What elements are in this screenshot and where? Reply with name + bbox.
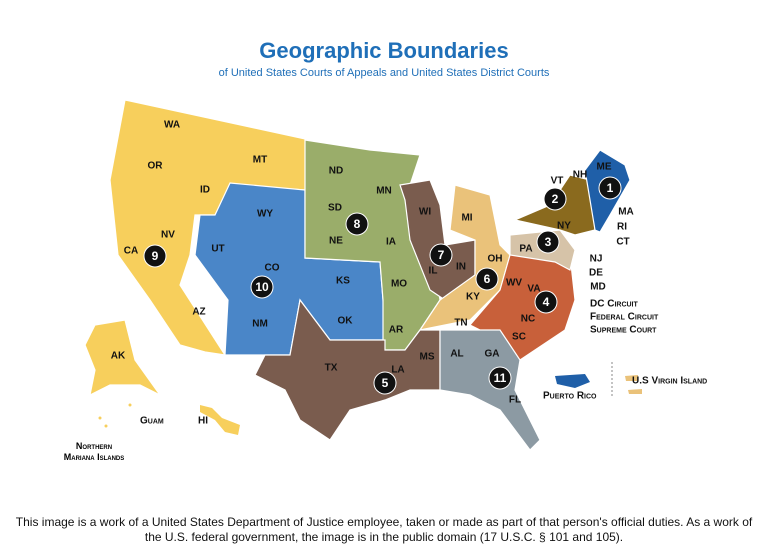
circuit-11-region — [439, 329, 541, 451]
state-labels: WA OR CA NV ID MT AZ AK HI WY UT CO NM KS OK ND SD NE MN IA… — [111, 120, 634, 427]
state-label: IL — [429, 266, 438, 277]
federal-circuit-label: Federal Circuit — [590, 312, 659, 323]
circuit-number: 1 — [607, 181, 614, 195]
state-label: TN — [454, 318, 467, 329]
state-label: NH — [573, 170, 587, 181]
state-label: LA — [391, 365, 404, 376]
circuit-marker — [373, 371, 397, 395]
state-label: WI — [419, 207, 431, 218]
state-label: HI — [198, 416, 208, 427]
state-label: ME — [597, 162, 612, 173]
side-labels: DC Circuit Federal Circuit Supreme Court… — [140, 299, 707, 427]
virgin-islands — [625, 375, 638, 381]
state-label: AL — [450, 349, 463, 360]
circuit-number: 7 — [438, 248, 445, 262]
state-label: RI — [617, 222, 627, 233]
state-label: VT — [551, 176, 564, 187]
state-label: IN — [456, 262, 466, 273]
alaska — [84, 319, 161, 397]
puerto-rico-label: Puerto Rico — [543, 391, 597, 402]
state-label: WA — [164, 120, 180, 131]
state-label: AZ — [192, 307, 205, 318]
state-label: CT — [616, 237, 629, 248]
state-label: TX — [325, 363, 338, 374]
state-label: OK — [338, 316, 354, 327]
state-label: OH — [488, 254, 503, 265]
circuit-5-region — [254, 298, 441, 441]
virgin-islands-label: U.S Virgin Island — [632, 376, 707, 387]
state-label: NE — [329, 236, 343, 247]
state-label: NM — [252, 319, 268, 330]
state-label: NY — [557, 221, 571, 232]
title: Geographic Boundaries — [259, 38, 509, 63]
state-label: AK — [111, 351, 126, 362]
state-label: ID — [200, 185, 210, 196]
state-label: MO — [391, 279, 407, 290]
circuit-marker — [250, 275, 274, 299]
state-label: IA — [386, 237, 396, 248]
circuit-marker — [534, 290, 558, 314]
state-label: KY — [466, 292, 480, 303]
hawaii — [200, 405, 240, 435]
virgin-islands — [628, 389, 642, 394]
state-label: MD — [590, 282, 606, 293]
state-label: NJ — [590, 254, 603, 265]
state-label: NC — [521, 314, 535, 325]
state-label: UT — [211, 244, 224, 255]
guam — [98, 416, 102, 420]
circuit-number: 6 — [484, 272, 491, 286]
supreme-court-label: Supreme Court — [590, 325, 657, 336]
state-label: CO — [265, 263, 280, 274]
state-label: SC — [512, 332, 526, 343]
state-label: MT — [253, 155, 267, 166]
circuit-number: 8 — [354, 217, 361, 231]
state-label: WY — [257, 209, 273, 220]
state-label: MI — [461, 213, 472, 224]
circuit-marker — [143, 244, 167, 268]
circuit-number: 3 — [545, 235, 552, 249]
circuit-number: 9 — [152, 249, 159, 263]
circuit-number: 2 — [552, 192, 559, 206]
circuit-marker — [598, 176, 622, 200]
circuit-marker — [536, 230, 560, 254]
state-label: SD — [328, 203, 342, 214]
subtitle: of United States Courts of Appeals and U… — [218, 67, 550, 79]
state-label: MN — [376, 186, 392, 197]
guam — [128, 403, 132, 407]
state-label: GA — [485, 349, 500, 360]
dc-circuit-label: DC Circuit — [590, 299, 638, 310]
circuit-marker — [488, 366, 512, 390]
state-label: MS — [420, 352, 435, 363]
state-label: KS — [336, 276, 350, 287]
guam — [104, 424, 108, 428]
circuit-marker — [543, 187, 567, 211]
state-label: NV — [161, 230, 175, 241]
state-label: DE — [589, 268, 603, 279]
circuit-marker — [429, 243, 453, 267]
state-label: OR — [148, 161, 164, 172]
circuit-marker — [345, 212, 369, 236]
state-label: AR — [389, 325, 404, 336]
state-label: PA — [519, 244, 532, 255]
circuit-number: 11 — [494, 371, 507, 385]
caption: This image is a work of a United States … — [15, 515, 753, 544]
circuit-number: 10 — [255, 280, 269, 294]
circuit-number: 4 — [543, 295, 550, 309]
guam-label: Guam — [140, 416, 164, 427]
circuit-marker — [475, 267, 499, 291]
circuit-number: 5 — [382, 376, 389, 390]
circuit-markers: 1 2 3 4 5 6 7 8 9 10 11 — [143, 176, 622, 395]
puerto-rico — [555, 374, 590, 388]
state-label: VA — [527, 284, 540, 295]
state-label: MA — [618, 207, 634, 218]
state-label: FL — [509, 395, 521, 406]
state-label: WV — [506, 278, 522, 289]
state-label: ND — [329, 166, 343, 177]
northern-mariana-label: Northern Mariana Islands — [63, 441, 125, 462]
state-label: CA — [124, 246, 138, 257]
regions — [84, 99, 642, 451]
circuit-6-region — [418, 184, 511, 331]
